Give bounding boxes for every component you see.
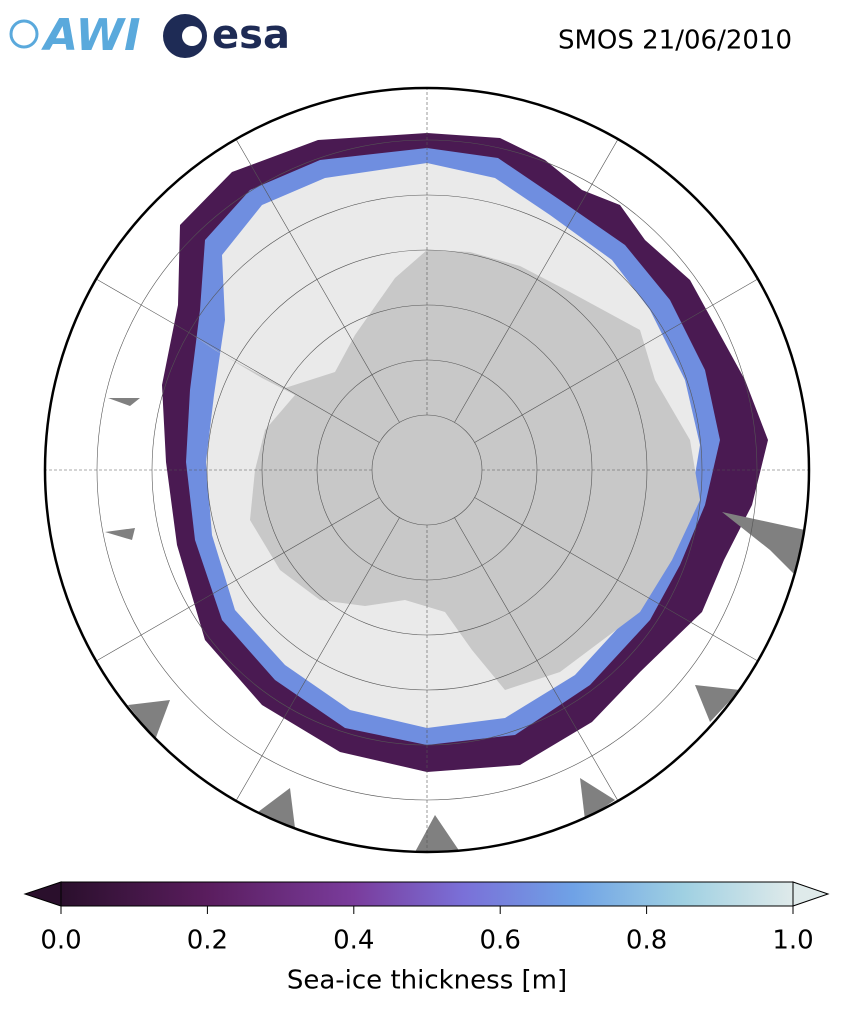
colorbar-tick-label: 0.0 xyxy=(40,926,81,956)
meridian xyxy=(96,497,380,662)
logo-awi-text: AWI xyxy=(41,10,141,61)
colorbar-tick-label: 0.6 xyxy=(480,926,521,956)
meridian xyxy=(474,497,758,662)
meridian xyxy=(235,139,400,423)
colorbar: Sea-ice thickness [m] 0.0 0.2 0.4 0.6 0.8 1.0 xyxy=(23,881,830,996)
land-outside xyxy=(105,398,805,852)
map xyxy=(45,88,809,852)
meridian xyxy=(96,278,380,443)
colorbar-gradient xyxy=(60,881,794,907)
meridian xyxy=(454,139,619,423)
logo-awi: AWI xyxy=(9,10,141,61)
colorbar-tick-label: 0.2 xyxy=(187,926,228,956)
colorbar-tick-label: 0.4 xyxy=(333,926,374,956)
antarctica xyxy=(185,250,700,690)
map-frame xyxy=(43,86,811,854)
meridian xyxy=(235,517,400,801)
colorbar-tick-label: 1.0 xyxy=(772,926,813,956)
logo-esa-text: esa xyxy=(212,12,290,58)
graticule xyxy=(45,88,809,852)
logo-esa: esa xyxy=(163,12,290,58)
colorbar-tick-label: 0.8 xyxy=(626,926,667,956)
meridian xyxy=(474,278,758,443)
map-title: SMOS 21/06/2010 xyxy=(558,26,792,56)
colorbar-label: Sea-ice thickness [m] xyxy=(287,966,567,996)
meridian xyxy=(454,517,619,801)
